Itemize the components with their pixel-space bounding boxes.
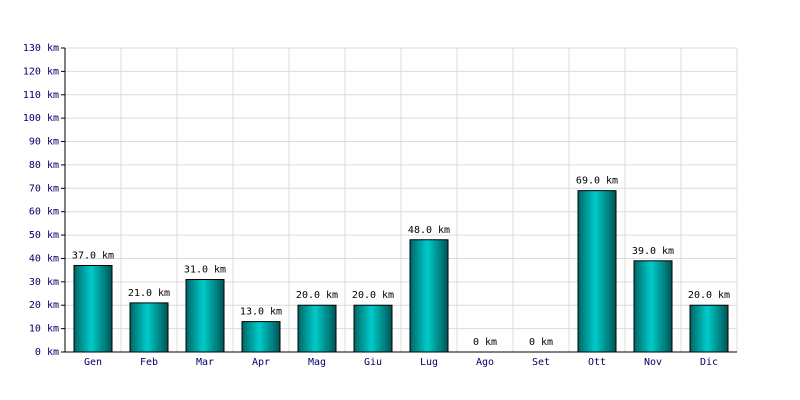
x-tick-label: Ago (476, 357, 494, 368)
x-tick-label: Mag (308, 357, 326, 368)
bar (185, 279, 225, 353)
y-tick-label: 80 km (29, 160, 59, 171)
x-tick-label: Gen (84, 357, 102, 368)
y-tick-label: 40 km (29, 253, 59, 264)
bar (297, 304, 337, 353)
x-tick-label: Dic (700, 357, 718, 368)
x-tick-label: Apr (252, 357, 270, 368)
y-tick-label: 10 km (29, 324, 59, 335)
y-tick-label: 60 km (29, 207, 59, 218)
bar (689, 304, 729, 353)
x-tick-label: Set (532, 357, 550, 368)
bar (409, 239, 449, 353)
x-tick-label: Feb (140, 357, 158, 368)
value-label: 20.0 km (352, 290, 394, 301)
bar (633, 260, 673, 353)
x-tick-label: Mar (196, 357, 214, 368)
x-tick-label: Lug (420, 357, 438, 368)
y-tick-label: 20 km (29, 300, 59, 311)
value-label: 37.0 km (72, 250, 114, 261)
bar (577, 190, 617, 353)
bar (241, 321, 281, 353)
bar (73, 264, 113, 353)
value-label: 20.0 km (688, 290, 730, 301)
y-tick-label: 120 km (23, 66, 59, 77)
value-label: 48.0 km (408, 225, 450, 236)
value-label: 20.0 km (296, 290, 338, 301)
x-tick-label: Nov (644, 357, 662, 368)
y-tick-label: 90 km (29, 137, 59, 148)
y-tick-label: 30 km (29, 277, 59, 288)
value-label: 13.0 km (240, 307, 282, 318)
y-tick-label: 100 km (23, 113, 59, 124)
bar (129, 302, 169, 353)
value-label: 69.0 km (576, 176, 618, 187)
bar (353, 304, 393, 353)
x-tick-label: Giu (364, 357, 382, 368)
y-tick-label: 70 km (29, 183, 59, 194)
value-label: 0 km (473, 337, 497, 348)
y-tick-label: 130 km (23, 43, 59, 54)
y-tick-label: 50 km (29, 230, 59, 241)
value-label: 31.0 km (184, 265, 226, 276)
y-tick-label: 0 km (35, 347, 59, 358)
x-tick-label: Ott (588, 357, 606, 368)
value-label: 39.0 km (632, 246, 674, 257)
y-tick-label: 110 km (23, 90, 59, 101)
value-label: 21.0 km (128, 288, 170, 299)
value-label: 0 km (529, 337, 553, 348)
